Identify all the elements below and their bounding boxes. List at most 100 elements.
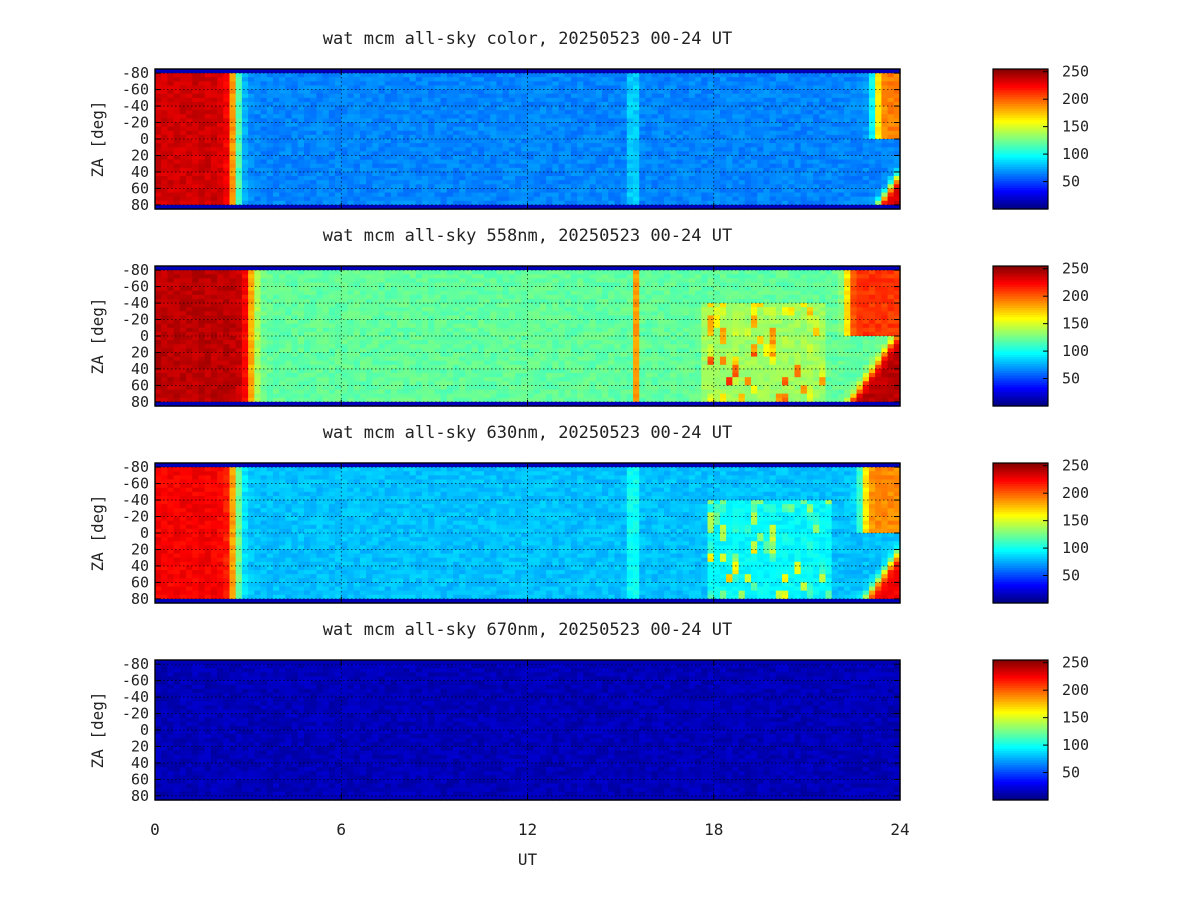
heatmap-cell	[446, 69, 454, 74]
heatmap-cell	[403, 69, 411, 74]
heatmap-cell	[229, 196, 237, 202]
heatmap-cell	[179, 278, 187, 284]
heatmap-cell	[347, 180, 355, 185]
heatmap-cell	[434, 81, 442, 87]
heatmap-cell	[359, 147, 367, 152]
heatmap-cell	[254, 270, 262, 275]
colorbar-swatch	[993, 97, 1048, 100]
heatmap-cell	[310, 159, 318, 165]
heatmap-cell	[260, 385, 268, 391]
heatmap-cell	[751, 118, 758, 124]
heatmap-cell	[353, 97, 361, 103]
heatmap-cell	[583, 155, 591, 161]
heatmap-cell	[272, 327, 280, 333]
heatmap-cell	[595, 126, 603, 132]
heatmap-cell	[800, 81, 808, 87]
heatmap-cell	[508, 204, 516, 210]
heatmap-cell	[322, 204, 330, 210]
heatmap-cell	[583, 77, 591, 82]
heatmap-cell	[837, 163, 845, 169]
heatmap-cell	[546, 184, 553, 190]
heatmap-cell	[285, 274, 293, 279]
heatmap-cell	[372, 130, 380, 136]
heatmap-cell	[782, 139, 789, 144]
heatmap-cell	[254, 171, 262, 177]
heatmap-cell	[713, 151, 721, 157]
heatmap-cell	[806, 176, 814, 181]
heatmap-cell	[372, 118, 380, 124]
heatmap-cell	[155, 401, 162, 407]
heatmap-cell	[223, 69, 231, 74]
heatmap-cell	[707, 163, 715, 169]
heatmap-cell	[533, 196, 541, 202]
heatmap-cell	[564, 188, 572, 194]
heatmap-cell	[633, 180, 640, 185]
heatmap-cell	[341, 200, 349, 206]
heatmap-cell	[173, 348, 181, 354]
heatmap-cell	[477, 93, 485, 99]
heatmap-cell	[738, 155, 746, 161]
heatmap-cell	[266, 368, 274, 374]
heatmap-cell	[235, 176, 243, 181]
heatmap-cell	[217, 311, 224, 317]
heatmap-cell	[223, 171, 231, 177]
heatmap-cell	[217, 69, 224, 74]
heatmap-cell	[539, 204, 547, 210]
heatmap-cell	[359, 159, 367, 165]
heatmap-cell	[608, 188, 616, 194]
heatmap-cell	[254, 134, 262, 140]
heatmap-cell	[328, 93, 336, 99]
heatmap-cell	[335, 93, 342, 99]
heatmap-cell	[440, 204, 448, 210]
heatmap-cell	[198, 155, 206, 161]
heatmap-cell	[347, 106, 355, 111]
heatmap-cell	[757, 101, 765, 107]
heatmap-cell	[434, 171, 442, 177]
heatmap-cell	[254, 282, 262, 288]
heatmap-cell	[893, 147, 901, 152]
heatmap-cell	[856, 192, 864, 198]
heatmap-cell	[272, 97, 280, 103]
heatmap-cell	[664, 126, 671, 132]
heatmap-cell	[204, 319, 212, 325]
heatmap-cell	[204, 344, 212, 349]
heatmap-cell	[862, 118, 870, 124]
heatmap-cell	[210, 401, 218, 407]
heatmap-cell	[384, 106, 392, 111]
heatmap-cell	[204, 401, 212, 407]
heatmap-cell	[446, 176, 454, 181]
heatmap-cell	[248, 294, 255, 300]
heatmap-cell	[378, 110, 386, 115]
heatmap-cell	[620, 77, 628, 82]
heatmap-cell	[868, 89, 876, 95]
heatmap-cell	[546, 93, 553, 99]
heatmap-cell	[608, 106, 616, 111]
heatmap-cell	[272, 139, 280, 144]
heatmap-cell	[285, 106, 293, 111]
heatmap-cell	[465, 159, 473, 165]
heatmap-cell	[713, 118, 721, 124]
heatmap-cell	[508, 130, 516, 136]
heatmap-cell	[682, 196, 690, 202]
heatmap-cell	[167, 163, 175, 169]
heatmap-cell	[825, 97, 833, 103]
colorbar-swatch	[993, 69, 1048, 72]
heatmap-cell	[558, 81, 566, 87]
heatmap-cell	[347, 159, 355, 165]
heatmap-cell	[676, 81, 684, 87]
heatmap-cell	[210, 118, 218, 124]
heatmap-cell	[241, 188, 249, 194]
heatmap-cell	[366, 171, 373, 177]
heatmap-cell	[241, 278, 249, 284]
heatmap-cell	[204, 303, 212, 308]
heatmap-cell	[272, 348, 280, 354]
heatmap-cell	[254, 192, 262, 198]
heatmap-cell	[558, 204, 566, 210]
heatmap-cell	[564, 139, 572, 144]
heatmap-cell	[862, 167, 870, 173]
heatmap-cell	[235, 278, 243, 284]
heatmap-cell	[521, 167, 529, 173]
heatmap-cell	[850, 69, 858, 74]
heatmap-cell	[850, 93, 858, 99]
heatmap-cell	[539, 126, 547, 132]
